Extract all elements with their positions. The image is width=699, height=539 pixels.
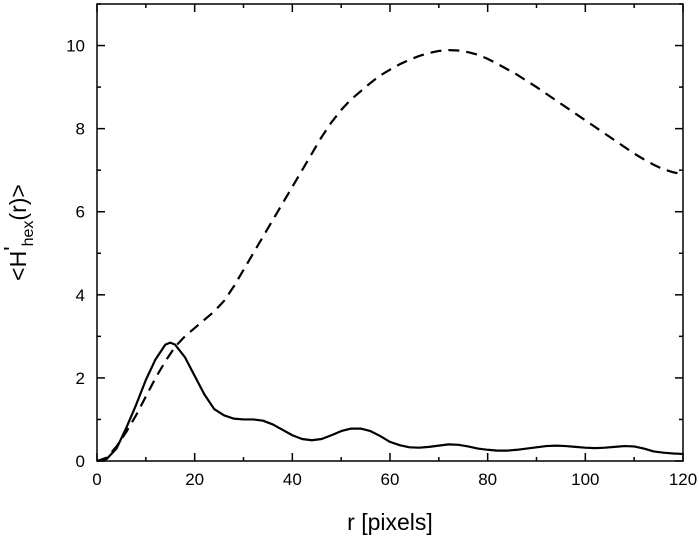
y-tick-label: 2: [76, 369, 85, 388]
y-tick-label: 4: [76, 286, 85, 305]
x-tick-label: 40: [283, 470, 302, 489]
x-axis-title: r [pixels]: [347, 509, 433, 535]
series-layer: [96, 49, 684, 463]
y-axis-title-subscript: hex: [20, 221, 37, 247]
y-tick-label: 6: [76, 203, 85, 222]
series-line-solid: [96, 341, 684, 463]
x-tick-label: 20: [185, 470, 204, 489]
x-tick-label: 0: [92, 470, 101, 489]
x-tick-label: 100: [571, 470, 599, 489]
x-tick-label: 80: [478, 470, 497, 489]
y-tick-label: 0: [76, 452, 85, 471]
x-tick-label: 60: [381, 470, 400, 489]
plot-frame: [96, 3, 684, 462]
y-tick-label: 8: [76, 120, 85, 139]
ticks-layer: 0 20 40 60 80 100 120 0 2 4 6 8 10: [66, 3, 697, 489]
x-tick-label: 120: [669, 470, 697, 489]
y-axis-title-prefix: <H: [5, 251, 31, 281]
y-tick-label: 10: [66, 37, 85, 56]
y-axis-title-suffix: (r)>: [5, 184, 31, 220]
y-axis-title-prime: ': [0, 246, 25, 250]
series-line-dashed: [96, 49, 684, 463]
y-axis-title: <H'hex(r)>: [0, 184, 37, 281]
